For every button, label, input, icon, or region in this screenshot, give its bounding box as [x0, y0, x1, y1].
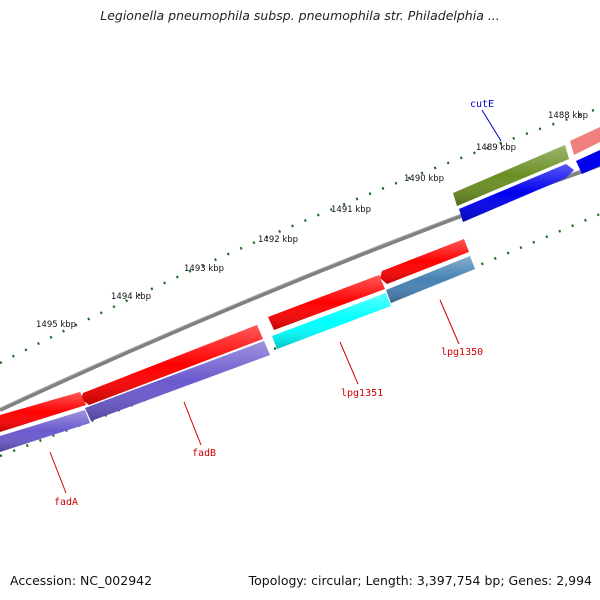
- gene-feature-pink[interactable]: [570, 127, 600, 155]
- gene-labels: cutE lpg1350 lpg1351 fadB fadA: [54, 99, 494, 508]
- scale-labels: 1488 kbp 1489 kbp 1490 kbp 1491 kbp 1492…: [36, 111, 588, 330]
- scale-label: 1489 kbp: [476, 143, 516, 153]
- scale-label: 1490 kbp: [404, 174, 444, 184]
- genome-summary: Topology: circular; Length: 3,397,754 bp…: [248, 573, 592, 588]
- label-leaders: [49, 109, 502, 494]
- reverse-strand-features[interactable]: [0, 150, 600, 452]
- gene-feature-blue-right[interactable]: [576, 150, 600, 174]
- scale-label: 1488 kbp: [548, 111, 588, 121]
- scale-label: 1492 kbp: [258, 235, 298, 245]
- forward-strand-features[interactable]: [0, 127, 600, 432]
- gene-label-fadA[interactable]: fadA: [54, 497, 78, 508]
- scale-label: 1491 kbp: [331, 205, 371, 215]
- gene-label-cutE[interactable]: cutE: [470, 99, 494, 110]
- map-title: Legionella pneumophila subsp. pneumophil…: [100, 8, 500, 23]
- scale-label: 1494 kbp: [111, 292, 151, 302]
- scale-label: 1493 kbp: [184, 264, 224, 274]
- gene-label-lpg1350[interactable]: lpg1350: [441, 347, 483, 358]
- gene-label-lpg1351[interactable]: lpg1351: [341, 388, 383, 399]
- accession-label: Accession: NC_002942: [10, 573, 153, 588]
- gene-label-fadB[interactable]: fadB: [192, 448, 216, 459]
- scale-label: 1495 kbp: [36, 320, 76, 330]
- gene-feature-olive-shade: [453, 145, 569, 206]
